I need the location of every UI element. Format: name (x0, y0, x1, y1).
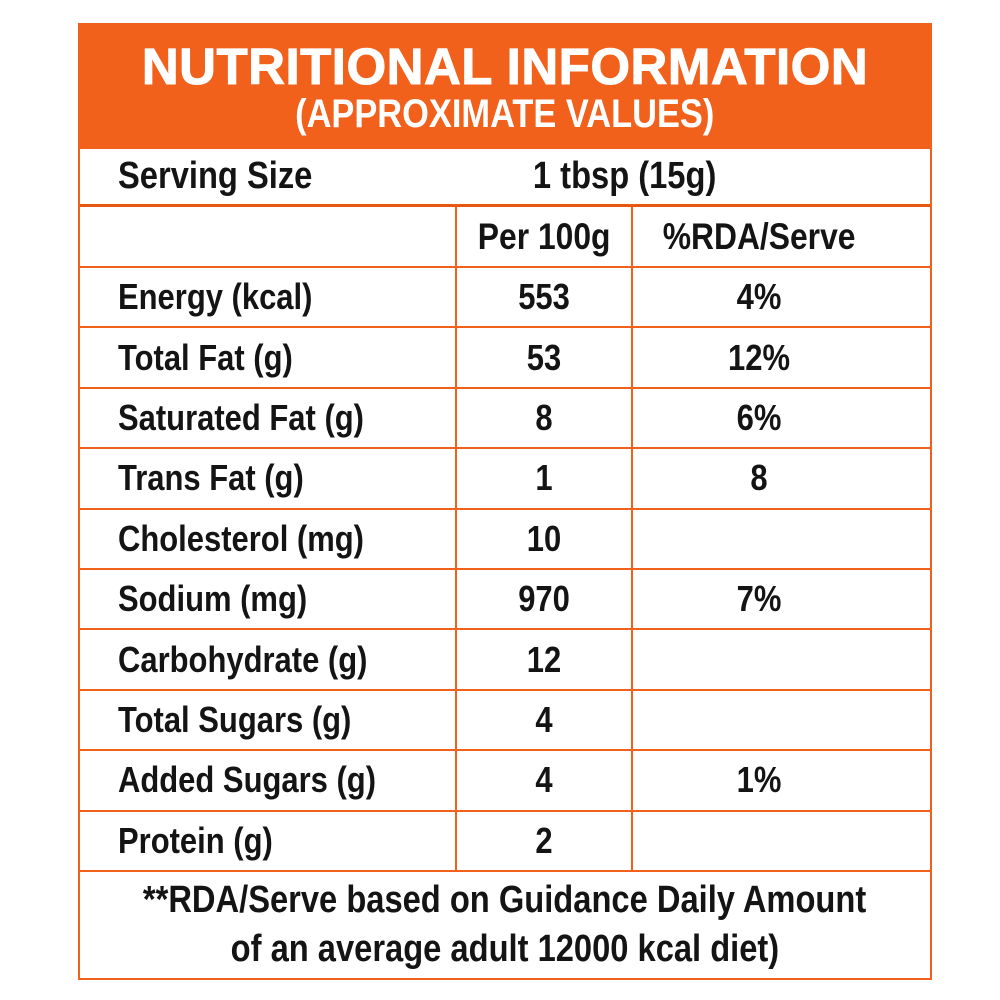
nutrient-label: Cholesterol (mg) (118, 517, 364, 559)
rda-value: 7% (631, 569, 930, 629)
table-rows: Energy (kcal) 553 4% Total Fat (g) 53 12… (80, 268, 930, 872)
footnote: **RDA/Serve based on Guidance Daily Amou… (80, 872, 930, 978)
nutrient-label: Trans Fat (g) (118, 457, 304, 499)
nutrient-label: Total Sugars (g) (118, 698, 352, 740)
rda-value: 12% (631, 328, 930, 387)
nutrient-label: Saturated Fat (g) (118, 396, 364, 438)
page-title: NUTRITIONAL INFORMATION (141, 38, 869, 96)
serving-size-value: 1 tbsp (15g) (532, 155, 717, 197)
nutrition-row: Trans Fat (g) 1 8 (80, 449, 930, 510)
nutrition-row: Protein (g) 2 (80, 811, 930, 872)
per100g-value: 2 (455, 811, 631, 870)
per100g-value: 4 (455, 751, 631, 810)
per100g-value: 1 (455, 449, 631, 508)
rda-value (631, 690, 930, 750)
per100g-value: 10 (455, 509, 631, 568)
nutrient-label: Protein (g) (118, 819, 273, 861)
rda-value (631, 509, 930, 568)
rda-value: 4% (631, 268, 930, 327)
nutrient-label: Carbohydrate (g) (118, 638, 368, 680)
footnote-line-2: of an average adult 12000 kcal diet) (230, 927, 780, 970)
nutrition-label: NUTRITIONAL INFORMATION (APPROXIMATE VAL… (78, 23, 932, 980)
column-header-per100g: Per 100g (455, 207, 631, 266)
footnote-line-1: **RDA/Serve based on Guidance Daily Amou… (143, 878, 867, 921)
per100g-value: 8 (455, 388, 631, 448)
serving-size-label: Serving Size (118, 155, 313, 197)
nutrient-label: Total Fat (g) (118, 336, 293, 378)
rda-value: 8 (631, 449, 930, 508)
nutrition-row: Total Sugars (g) 4 (80, 690, 930, 752)
nutrient-label: Added Sugars (g) (118, 759, 377, 801)
per100g-value: 970 (455, 569, 631, 629)
rda-value (631, 811, 930, 870)
nutrition-row: Carbohydrate (g) 12 (80, 630, 930, 691)
per100g-value: 53 (455, 328, 631, 387)
nutrition-row: Saturated Fat (g) 8 6% (80, 388, 930, 450)
per100g-value: 4 (455, 690, 631, 750)
nutrient-label: Sodium (mg) (118, 578, 308, 620)
column-header-row: Per 100g %RDA/Serve (80, 207, 930, 268)
header-band: NUTRITIONAL INFORMATION (APPROXIMATE VAL… (78, 23, 932, 149)
page-subtitle: (APPROXIMATE VALUES) (261, 94, 748, 134)
column-header-rda: %RDA/Serve (631, 207, 930, 266)
per100g-value: 553 (455, 268, 631, 327)
nutrition-row: Cholesterol (mg) 10 (80, 509, 930, 570)
rda-value: 1% (631, 751, 930, 810)
page-subtitle-text: (APPROXIMATE VALUES) (295, 91, 715, 136)
rda-value: 6% (631, 388, 930, 448)
per100g-value: 12 (455, 630, 631, 689)
nutrition-row: Total Fat (g) 53 12% (80, 328, 930, 389)
nutrition-row: Energy (kcal) 553 4% (80, 268, 930, 329)
serving-size-row: Serving Size 1 tbsp (15g) (80, 149, 930, 207)
rda-value (631, 630, 930, 689)
nutrition-table: Serving Size 1 tbsp (15g) Per 100g %RDA/… (78, 149, 932, 980)
nutrient-label: Energy (kcal) (118, 276, 313, 318)
nutrition-row: Added Sugars (g) 4 1% (80, 751, 930, 812)
nutrition-row: Sodium (mg) 970 7% (80, 569, 930, 631)
